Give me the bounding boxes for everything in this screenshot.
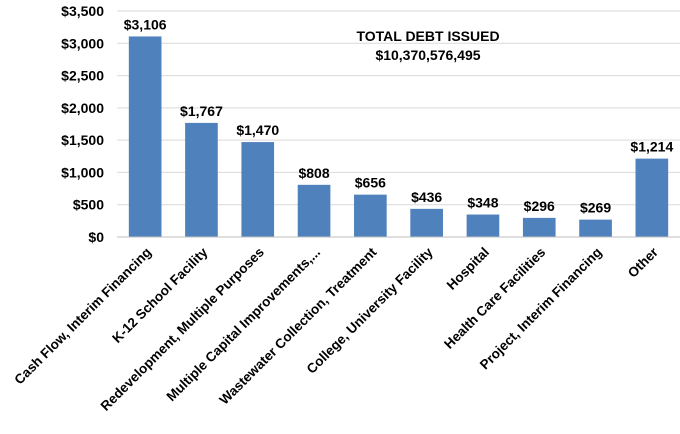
y-tick-label: $1,000 bbox=[61, 164, 104, 180]
data-label: $1,470 bbox=[236, 122, 279, 138]
x-tick-label: K-12 School Facility bbox=[109, 244, 211, 346]
data-label: $1,767 bbox=[180, 103, 223, 119]
annotation-title: TOTAL DEBT ISSUED bbox=[356, 28, 499, 44]
data-label: $296 bbox=[524, 198, 555, 214]
y-tick-label: $3,500 bbox=[61, 3, 104, 19]
data-label: $808 bbox=[298, 165, 329, 181]
bar bbox=[185, 122, 218, 237]
y-tick-label: $3,000 bbox=[61, 35, 104, 51]
data-label: $348 bbox=[467, 195, 498, 211]
x-tick-label: Health Care Facilities bbox=[441, 245, 548, 352]
total-debt-annotation: TOTAL DEBT ISSUED $10,370,576,495 bbox=[356, 28, 499, 63]
y-tick-label: $2,500 bbox=[61, 68, 104, 84]
bar bbox=[635, 158, 669, 237]
bar bbox=[241, 142, 275, 237]
y-tick-label: $2,000 bbox=[61, 100, 104, 116]
data-label: $436 bbox=[411, 189, 442, 205]
y-tick-label: $0 bbox=[88, 229, 104, 245]
data-label: $656 bbox=[355, 175, 386, 191]
bar bbox=[297, 184, 331, 237]
data-label: $3,106 bbox=[124, 16, 167, 32]
bars bbox=[128, 36, 669, 237]
data-label: $1,214 bbox=[630, 139, 673, 155]
annotation-value: $10,370,576,495 bbox=[375, 47, 480, 63]
bar bbox=[354, 194, 387, 237]
bar bbox=[522, 217, 556, 237]
bar bbox=[128, 36, 162, 237]
bar bbox=[466, 214, 500, 237]
data-labels: $3,106 $1,767 $1,470 $808 $656 $436 $348 $296 $2… bbox=[124, 16, 674, 215]
x-tick-label: Hospital bbox=[444, 245, 492, 293]
data-label: $269 bbox=[580, 200, 611, 216]
bar bbox=[410, 208, 443, 237]
x-tick-label: Other bbox=[625, 244, 662, 281]
x-tick-label: Project, Interim Financing bbox=[477, 245, 605, 373]
y-tick-label: $1,500 bbox=[61, 132, 104, 148]
y-axis-tick-labels: $0 $500 $1,000 $1,500 $2,000 $2,500 $3,000 $3,5… bbox=[61, 3, 104, 245]
y-tick-label: $500 bbox=[73, 197, 104, 213]
bar bbox=[579, 219, 612, 237]
